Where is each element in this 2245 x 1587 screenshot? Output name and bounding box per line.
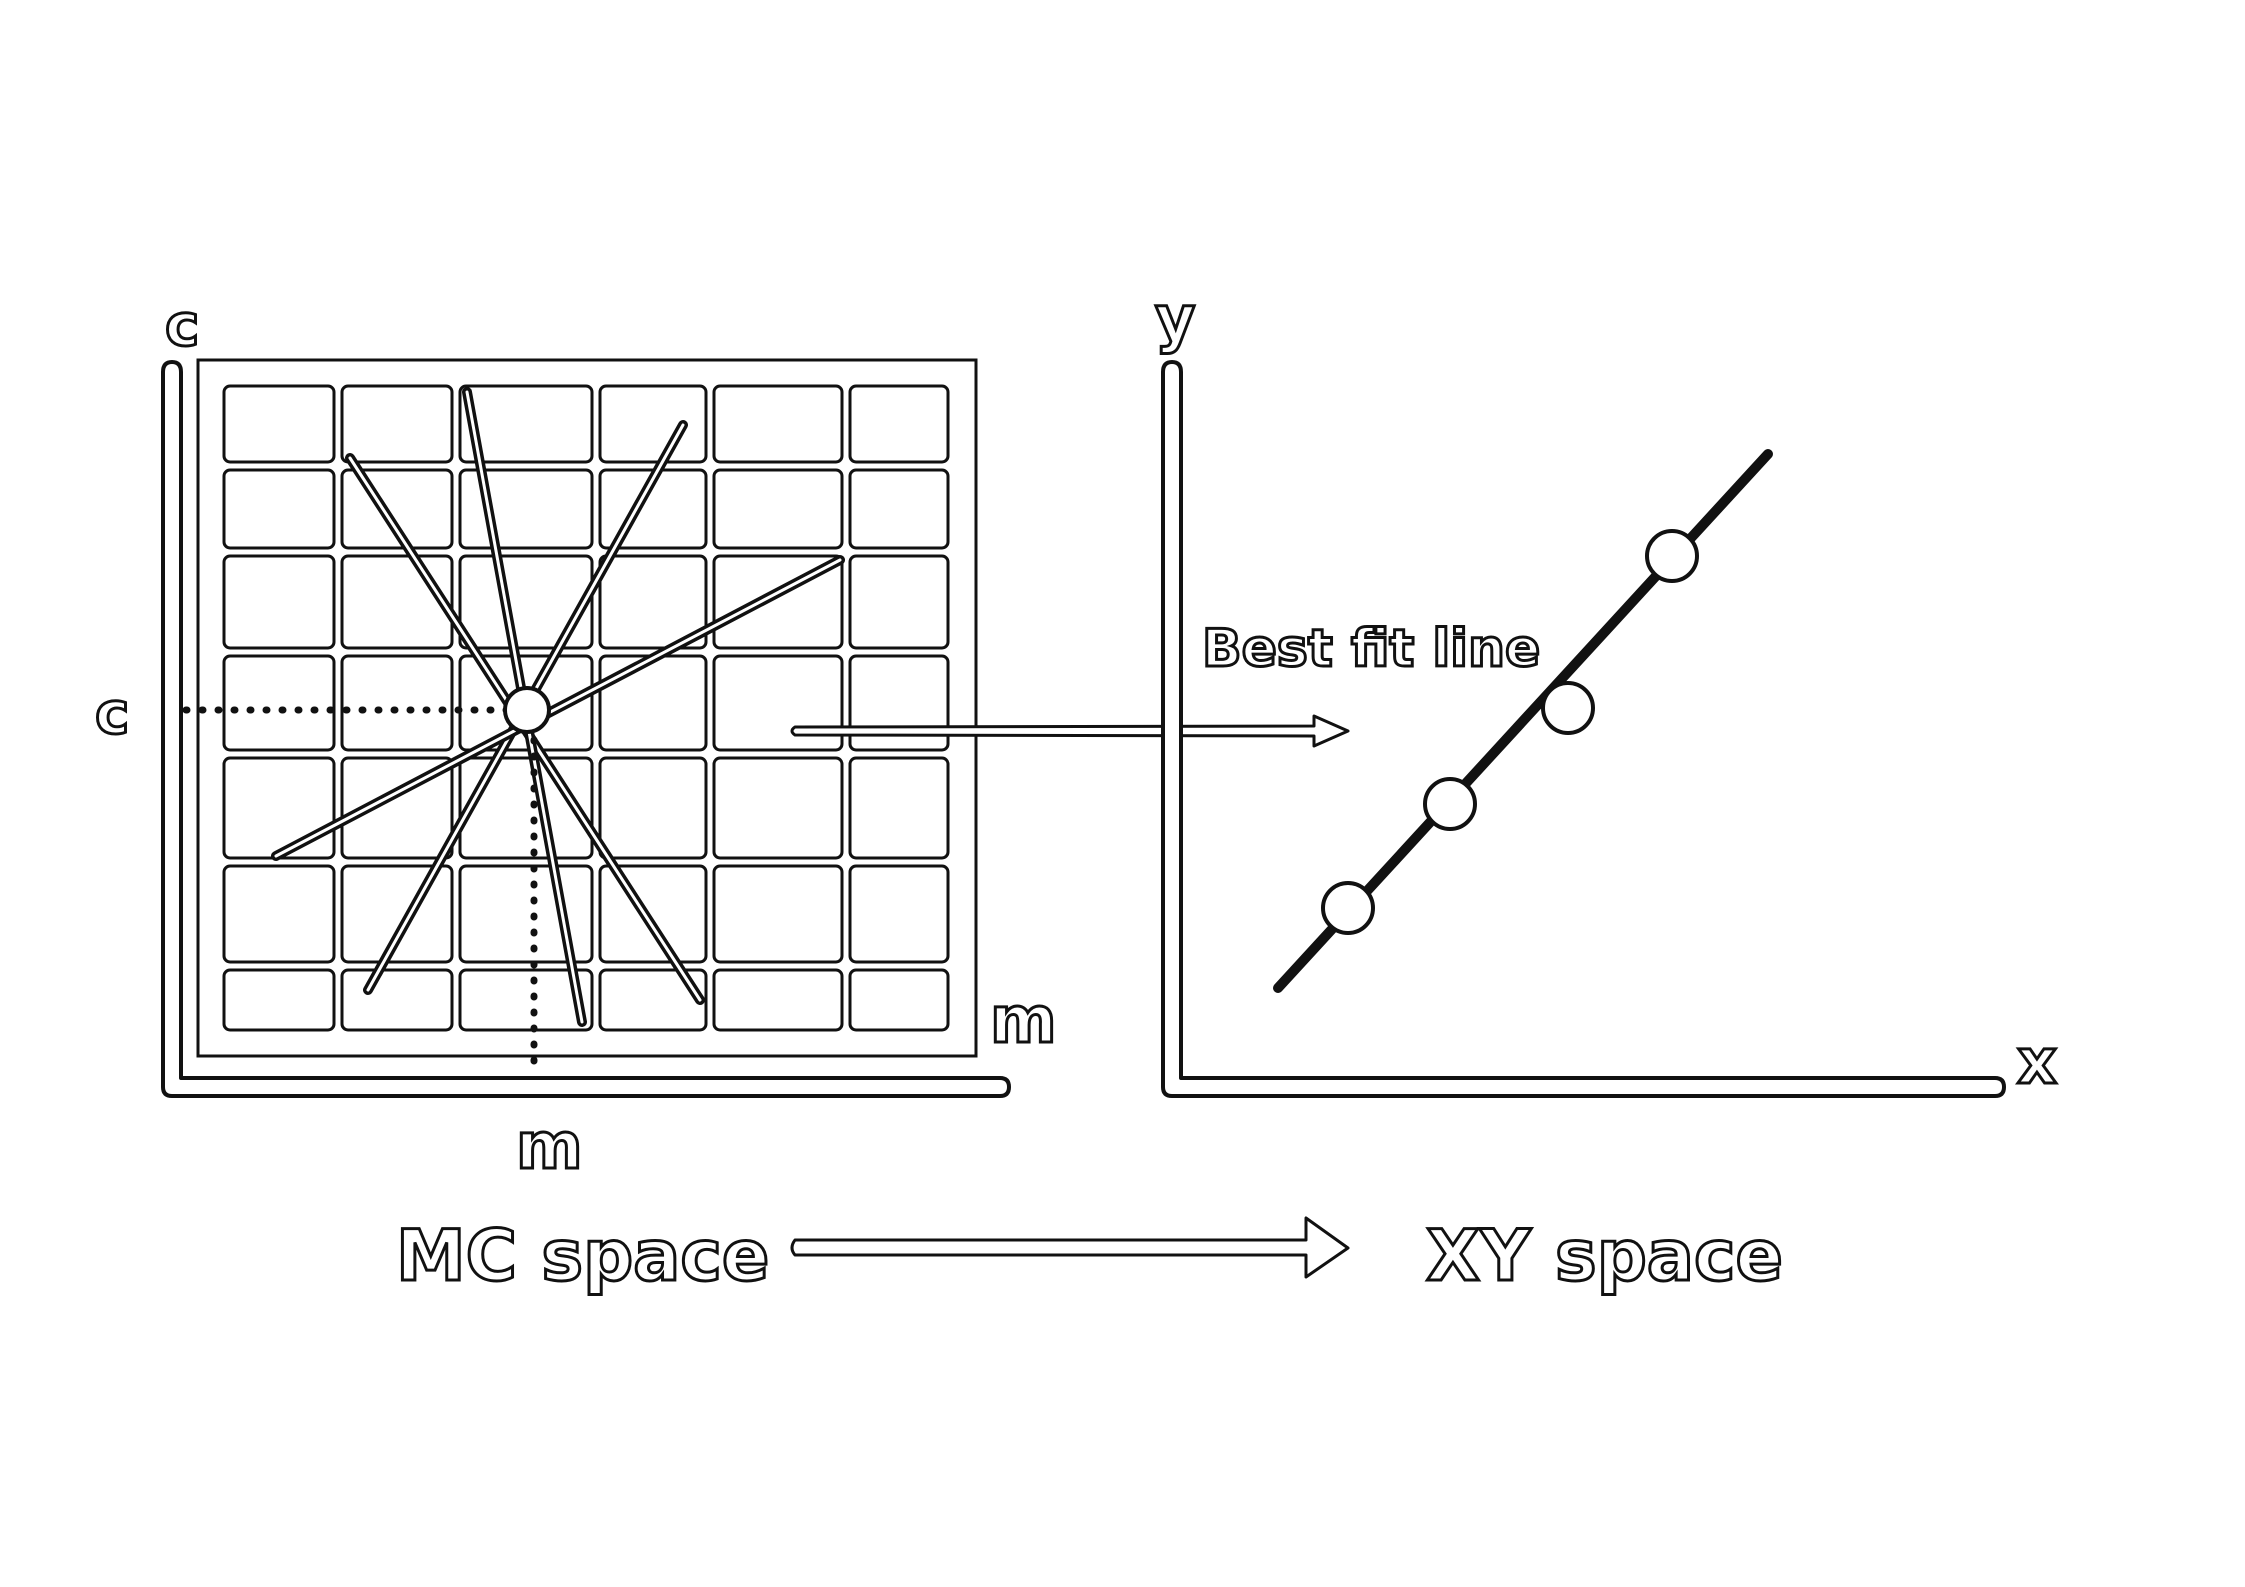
mc-space-panel: c m c m MC space [94, 290, 1059, 1299]
grid-cell [848, 468, 950, 550]
grid-cell [598, 756, 708, 860]
grid-cell [222, 864, 336, 964]
grid-cell [340, 384, 454, 464]
grid-cell [848, 384, 950, 464]
best-fit-arrow [790, 714, 1350, 748]
mc-axes [161, 360, 1011, 1098]
c-value-label: c [95, 679, 129, 747]
parameter-line-highlight [274, 558, 842, 858]
grid-cell [712, 864, 844, 964]
c-axis-label: c [165, 291, 199, 359]
intersection-point [503, 686, 551, 734]
xy-space-caption: XY space [1426, 1215, 1783, 1297]
grid-cell [848, 554, 950, 650]
grid-cell [598, 968, 708, 1032]
grid-cell [848, 968, 950, 1032]
grid-cell [222, 654, 336, 752]
grid-cell [598, 864, 708, 964]
mc-space-caption: MC space [396, 1215, 769, 1297]
grid-cell [598, 384, 708, 464]
grid-cell [222, 756, 336, 860]
m-value-label: m [516, 1110, 583, 1184]
grid-cell [340, 968, 454, 1032]
accumulator-grid [222, 384, 950, 1032]
grid-cell [340, 554, 454, 650]
grid-cell [222, 554, 336, 650]
xy-space-panel: y x Best fit line XY space [1154, 281, 2059, 1299]
data-point [1423, 777, 1477, 831]
grid-cell [222, 384, 336, 464]
grid-cell [712, 968, 844, 1032]
m-axis-label: m [990, 984, 1057, 1058]
mc-to-xy-arrow [790, 1216, 1350, 1279]
grid-cell [598, 654, 708, 752]
grid-cell [222, 968, 336, 1032]
data-point [1321, 881, 1375, 935]
grid-cell [712, 384, 844, 464]
grid-cell [458, 968, 594, 1032]
best-fit-line-annotation: Best fit line [1202, 619, 1540, 679]
y-axis-label: y [1155, 282, 1195, 355]
grid-cell [848, 864, 950, 964]
grid-cell [458, 384, 594, 464]
xy-axes [1161, 360, 2006, 1098]
accumulator-frame [196, 358, 978, 1058]
data-point [1541, 681, 1595, 735]
grid-cell [848, 756, 950, 860]
data-point [1645, 529, 1699, 583]
grid-cell [712, 756, 844, 860]
grid-cell [598, 554, 708, 650]
grid-cell [340, 654, 454, 752]
grid-cell [712, 468, 844, 550]
grid-cell [458, 554, 594, 650]
x-axis-label: x [2017, 1025, 2057, 1098]
grid-cell [222, 468, 336, 550]
